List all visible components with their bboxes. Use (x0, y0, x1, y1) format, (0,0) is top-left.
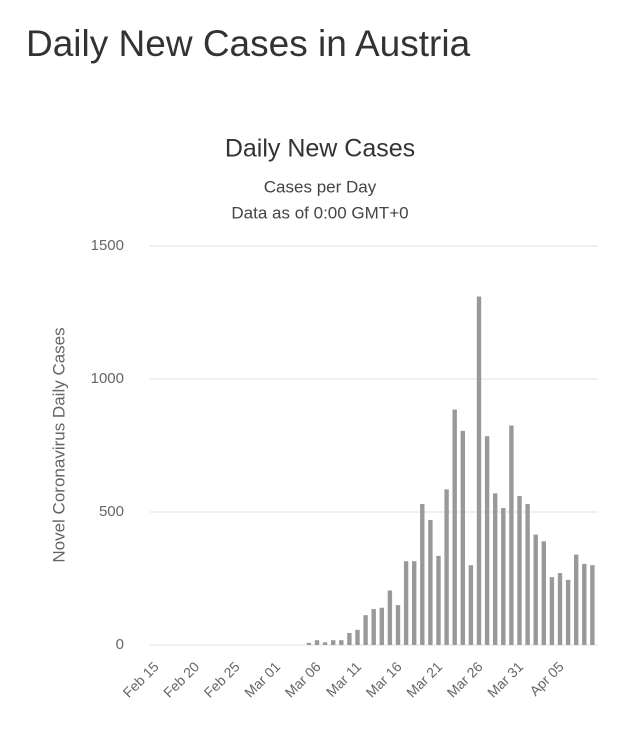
x-tick-label: Mar 16 (363, 658, 405, 700)
bar (517, 496, 522, 645)
bar (460, 430, 465, 645)
x-tick-label: Mar 01 (241, 658, 283, 700)
bar (412, 561, 417, 645)
x-tick-label: Mar 21 (403, 658, 445, 700)
bar (322, 642, 328, 645)
x-tick-label: Feb 20 (160, 658, 202, 700)
bar (533, 534, 538, 645)
bar (501, 508, 506, 645)
bar (557, 573, 563, 645)
bar (476, 296, 482, 645)
bar (355, 629, 360, 645)
bar (395, 605, 401, 645)
bar (549, 577, 555, 645)
bar (347, 633, 352, 645)
bar (565, 579, 571, 645)
chart-subtitle: Data as of 0:00 GMT+0 (231, 203, 408, 222)
bar (436, 555, 441, 645)
bar (403, 561, 409, 645)
y-tick-label: 1000 (91, 370, 124, 387)
x-tick-label: Feb 15 (120, 658, 162, 700)
bar (371, 609, 376, 645)
bar (452, 409, 457, 645)
bar (379, 607, 384, 645)
page-title: Daily New Cases in Austria (26, 23, 471, 64)
y-tick-label: 500 (99, 503, 124, 520)
bar (468, 565, 474, 645)
x-tick-label: Mar 06 (282, 658, 324, 700)
bar (428, 519, 433, 645)
bar (484, 436, 490, 645)
bar (331, 640, 336, 645)
bar (574, 554, 579, 645)
y-tick-label: 1500 (91, 237, 124, 254)
bar (541, 541, 546, 645)
chart-title: Daily New Cases (225, 135, 415, 163)
bar (306, 642, 312, 645)
bar (387, 590, 393, 645)
chart-subtitle: Cases per Day (264, 177, 377, 196)
bar (493, 493, 498, 645)
y-tick-label: 0 (116, 636, 124, 653)
x-tick-label: Feb 25 (201, 658, 243, 700)
bar (525, 504, 530, 645)
bar (509, 425, 514, 645)
bar (582, 563, 587, 645)
bar (363, 615, 368, 645)
bar (339, 640, 344, 645)
bar (444, 489, 449, 645)
x-tick-label: Mar 31 (484, 658, 526, 700)
bar (314, 640, 320, 645)
bar (590, 565, 595, 645)
bar (420, 504, 425, 645)
y-axis-label: Novel Coronavirus Daily Cases (49, 327, 68, 562)
x-tick-label: Apr 05 (526, 658, 567, 699)
x-tick-label: Mar 11 (323, 658, 365, 700)
x-tick-label: Mar 26 (444, 658, 486, 700)
